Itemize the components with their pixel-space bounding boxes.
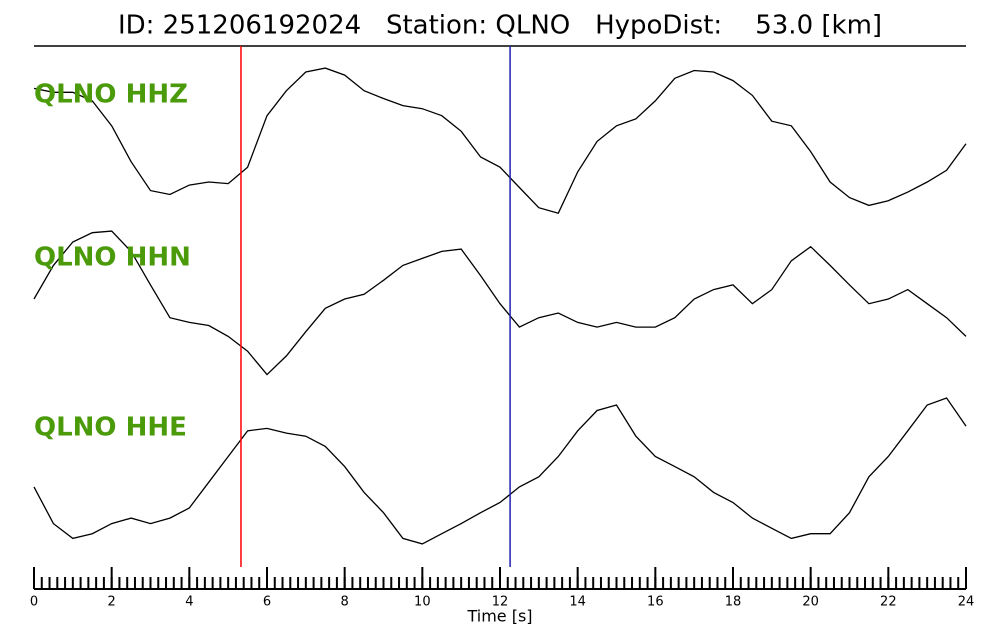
x-tick-label: 12 [492, 595, 509, 610]
x-tick-label: 4 [185, 595, 193, 610]
waveform-trace [33, 67, 967, 214]
x-tick-label: 14 [569, 595, 586, 610]
x-tick-label: 6 [263, 595, 271, 610]
trace-label: QLNO HHN [34, 243, 191, 273]
trace-label: QLNO HHZ [34, 80, 188, 110]
x-tick-label: 8 [341, 595, 349, 610]
x-tick-label: 2 [108, 595, 116, 610]
waveform-trace [33, 230, 967, 376]
x-tick-label: 10 [414, 595, 431, 610]
trace-label: QLNO HHE [34, 413, 187, 443]
x-tick-label: 0 [30, 595, 38, 610]
x-tick-label: 22 [880, 595, 897, 610]
x-tick-label: 20 [802, 595, 819, 610]
x-axis-label: Time [s] [466, 607, 532, 626]
x-tick-label: 16 [647, 595, 664, 610]
waveform-trace [33, 397, 967, 545]
x-tick-label: 18 [725, 595, 742, 610]
x-tick-label: 24 [958, 595, 975, 610]
chart-title: ID: 251206192024 Station: QLNO HypoDist:… [118, 11, 882, 41]
